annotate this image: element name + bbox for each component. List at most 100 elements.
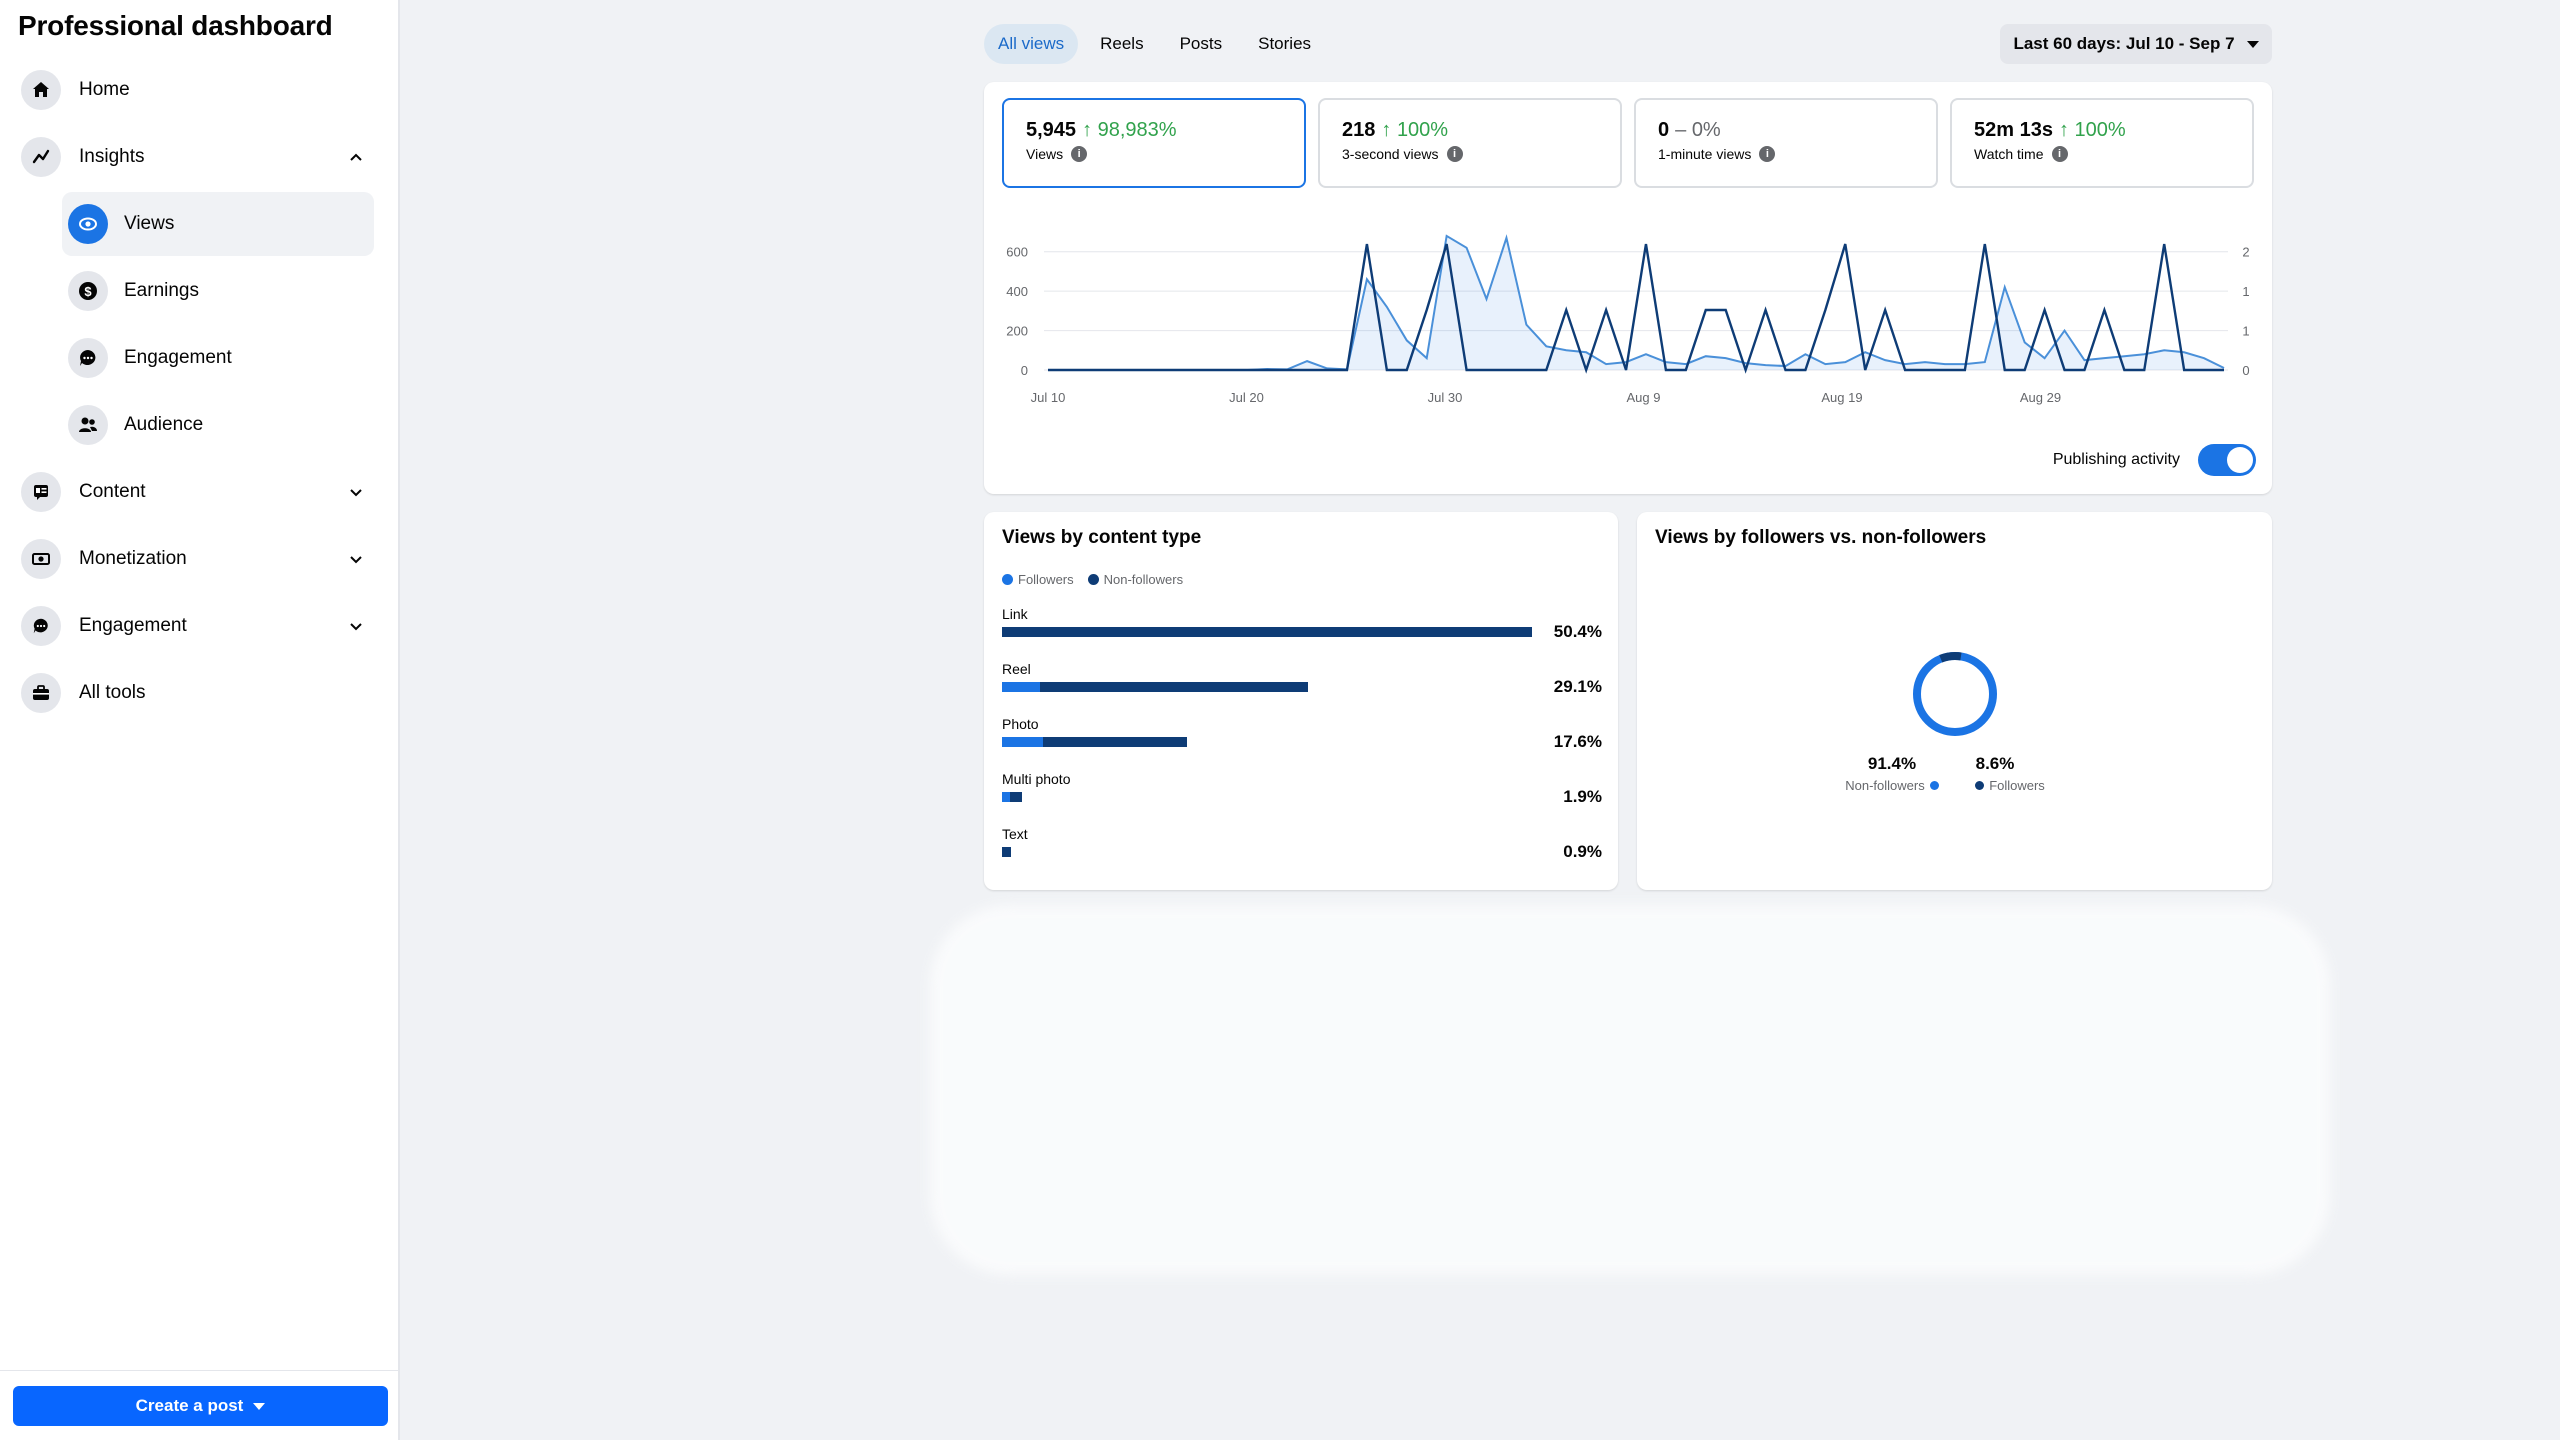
info-icon[interactable]: i: [1759, 146, 1776, 162]
caret-down-icon: [253, 1402, 266, 1410]
bar-segment-non-followers: [1002, 627, 1532, 637]
followers-split-title: Views by followers vs. non-followers: [1655, 527, 1987, 548]
metric-change: ↑ 100%: [1381, 119, 1449, 141]
view-tabs: All views Reels Posts Stories: [984, 24, 1325, 64]
loading-placeholder: [930, 905, 2330, 1275]
y-tick-label-right: 2: [2242, 245, 2249, 260]
metric-value: 52m 13s: [1974, 119, 2053, 141]
legend-dot: [1002, 574, 1013, 585]
donut-segment-followers: [1913, 652, 1997, 736]
content-type-pct: 50.4%: [1553, 622, 1602, 641]
toggle-knob: [2227, 447, 2253, 473]
y-tick-label-right: 0: [2242, 363, 2249, 378]
content-type-label: Multi photo: [1002, 771, 1071, 787]
home-icon: [21, 70, 61, 110]
x-tick-label: Aug 9: [1627, 390, 1661, 405]
tab-reels[interactable]: Reels: [1100, 34, 1144, 53]
chevron-down-icon[interactable]: [346, 616, 366, 636]
content-icon: [21, 472, 61, 512]
legend-followers: Followers: [1002, 572, 1074, 587]
content-type-bar: [1002, 847, 1012, 857]
content-type-row: Text 0.9%: [1002, 825, 1602, 865]
people-icon: [68, 405, 108, 445]
followers-pct: 8.6%: [1975, 754, 2015, 773]
metric-1-minute-views[interactable]: 0– 0% 1-minute views i: [1634, 98, 1938, 188]
metric-watch-time[interactable]: 52m 13s ↑ 100% Watch time i: [1950, 98, 2254, 188]
content-type-bar: [1002, 682, 1308, 692]
content-type-legend: Followers Non-followers: [1002, 572, 1183, 587]
eye-icon: [68, 204, 108, 244]
bar-segment-followers: [1002, 792, 1011, 802]
bar-segment-followers: [1002, 737, 1043, 747]
content-type-row: Link 50.4%: [1002, 605, 1602, 645]
sidebar-item-monetization[interactable]: Monetization: [14, 527, 374, 591]
sidebar-item-engagement-group[interactable]: Engagement: [14, 594, 374, 658]
content-type-label: Text: [1002, 826, 1028, 842]
bar-segment-non-followers: [1039, 682, 1308, 692]
content-type-row: Multi photo 1.9%: [1002, 770, 1602, 810]
metric-views[interactable]: 5,945 ↑ 98,983% Views i: [1002, 98, 1306, 188]
x-tick-label: Aug 29: [2020, 390, 2061, 405]
sidebar-item-audience[interactable]: Audience: [62, 393, 374, 457]
metric-value: 218: [1342, 119, 1376, 141]
x-tick-label: Jul 30: [1428, 390, 1463, 405]
sidebar-item-views[interactable]: Views: [62, 192, 374, 256]
tab-stories[interactable]: Stories: [1258, 34, 1312, 53]
publishing-activity-toggle[interactable]: [2198, 444, 2256, 476]
sidebar-footer: Create a post: [0, 1370, 400, 1440]
legend-non-followers: Non-followers: [1087, 572, 1183, 587]
x-tick-label: Aug 19: [1821, 390, 1862, 405]
sidebar-item-earnings[interactable]: $ Earnings: [62, 259, 374, 323]
x-tick-label: Jul 10: [1031, 390, 1066, 405]
followers-legend: Followers: [1955, 778, 2065, 793]
chat-icon: [21, 606, 61, 646]
metric-label: Watch time: [1974, 146, 2044, 162]
content-type-pct: 0.9%: [1563, 842, 1602, 861]
chat-icon: [68, 338, 108, 378]
sidebar-item-content[interactable]: Content: [14, 460, 374, 524]
info-icon[interactable]: i: [2051, 146, 2068, 162]
sidebar-item-insights[interactable]: Insights: [14, 125, 374, 189]
y-tick-label-right: 1: [2242, 324, 2249, 339]
sidebar-item-home[interactable]: Home: [14, 58, 374, 122]
sidebar-item-label: Insights: [79, 146, 145, 167]
insights-icon: [21, 137, 61, 177]
metric-change: – 0%: [1675, 119, 1721, 141]
chevron-up-icon[interactable]: [346, 147, 366, 167]
content-type-row: Reel 29.1%: [1002, 660, 1602, 700]
sidebar-item-label: Content: [79, 481, 146, 502]
legend-dot: [1975, 781, 1985, 790]
create-post-button[interactable]: Create a post: [13, 1386, 388, 1426]
metric-change: ↑ 98,983%: [1082, 119, 1177, 141]
bar-segment-non-followers: [1043, 737, 1188, 747]
content-type-card: Views by content type Followers Non-foll…: [984, 512, 1618, 890]
sidebar-item-engagement[interactable]: Engagement: [62, 326, 374, 390]
info-icon[interactable]: i: [1071, 146, 1088, 162]
bar-segment-followers: [1002, 682, 1040, 692]
sidebar-item-all-tools[interactable]: All tools: [14, 661, 374, 725]
donut-segment-non-followers: [1913, 652, 1997, 736]
date-range-label: Last 60 days: Jul 10 - Sep 7: [2013, 34, 2235, 53]
content-type-pct: 1.9%: [1563, 787, 1602, 806]
views-line-chart: 0 0 200 1 400 1 600 2 Jul 10 Jul 20 Jul 30 Aug 9 Aug…: [1006, 234, 2250, 405]
chevron-down-icon[interactable]: [346, 549, 366, 569]
metric-3-second-views[interactable]: 218 ↑ 100% 3-second views i: [1318, 98, 1622, 188]
sidebar-item-label: Home: [79, 79, 130, 100]
tab-all-views[interactable]: All views: [984, 24, 1079, 64]
content-type-row: Photo 17.6%: [1002, 715, 1602, 755]
publishing-activity-label: Publishing activity: [2052, 451, 2180, 468]
chevron-down-icon[interactable]: [346, 482, 366, 502]
toolbox-icon: [21, 673, 61, 713]
date-range-dropdown[interactable]: Last 60 days: Jul 10 - Sep 7: [2000, 24, 2272, 64]
non-followers-legend: Non-followers: [1832, 778, 1952, 793]
metric-label: 3-second views: [1342, 146, 1439, 162]
bar-segment-non-followers: [1002, 847, 1012, 857]
info-icon[interactable]: i: [1446, 146, 1463, 162]
donut-area: 91.4% 8.6% Non-followers Followers: [1637, 512, 2272, 890]
content-type-label: Photo: [1002, 716, 1039, 732]
tab-posts[interactable]: Posts: [1179, 34, 1223, 53]
legend-dot: [1087, 574, 1099, 585]
y-tick-label-left: 600: [1006, 245, 1028, 260]
x-tick-label: Jul 20: [1229, 390, 1264, 405]
followers-donut-chart: [1913, 652, 1997, 736]
